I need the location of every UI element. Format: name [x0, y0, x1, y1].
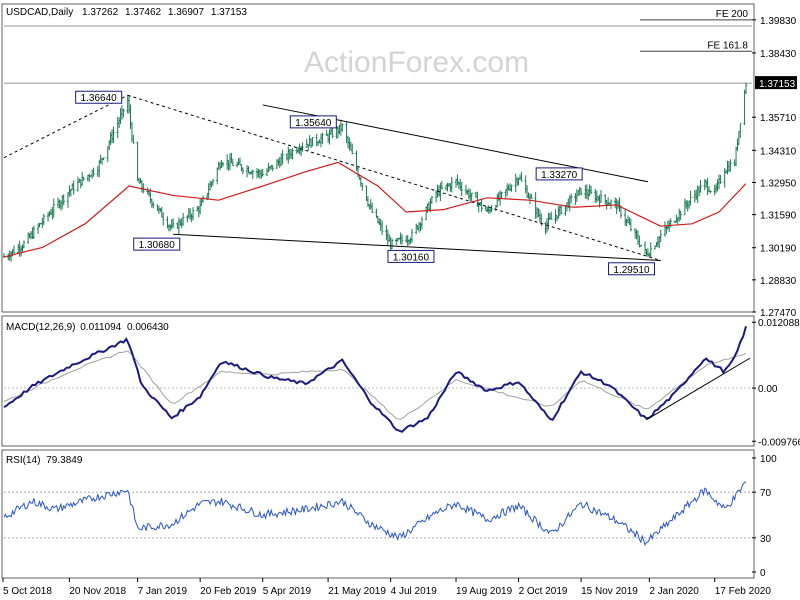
macd-panel-frame: [1, 315, 755, 447]
xtick-label: 19 Aug 2019: [456, 586, 513, 597]
price-label-box: [535, 167, 583, 181]
rsi-ytick-label: 70: [760, 488, 772, 499]
price-ytick-label: 1.38430: [760, 49, 797, 60]
price-label: 1.30160: [393, 252, 430, 263]
rsi-title: RSI(14) 79.3849: [6, 455, 83, 466]
rsi-ytick-label: 100: [760, 454, 777, 465]
axes-layer: 1.39830 1.38430 1.35710 1.34310 1.32950 1.315…: [2, 16, 800, 597]
rsi-line: [3, 481, 747, 547]
close-value: 1.37153: [211, 7, 248, 18]
price-ytick-label: 1.34310: [760, 146, 797, 157]
price-label-box: [75, 90, 123, 104]
price-label-box: [133, 237, 181, 251]
rsi-ytick-label: 30: [760, 534, 772, 545]
watermark: ActionForex.com: [304, 46, 529, 79]
moving-average-line: [3, 161, 747, 258]
macd-layer: [3, 325, 752, 433]
chart-header: USDCAD,Daily 1.37262 1.37462 1.36907 1.3…: [6, 7, 247, 18]
price-label-box: [289, 115, 337, 129]
xtick-label: 5 Oct 2018: [3, 586, 52, 597]
xtick-label: 5 Apr 2019: [263, 586, 312, 597]
rsi-panel-frame: [1, 449, 755, 579]
macd-ytick-label: -0.009766: [758, 437, 800, 448]
price-ytick-label: 1.28830: [760, 276, 797, 287]
current-price-tag: [755, 76, 797, 90]
xtick-label: 20 Nov 2018: [69, 586, 126, 597]
rsi-name: RSI(14): [6, 455, 40, 466]
price-ytick-label: 1.35710: [760, 113, 797, 124]
price-ytick-label: 1.32950: [760, 178, 797, 189]
price-label: 1.33270: [541, 170, 578, 181]
xtick-label: 4 Jul 2019: [391, 586, 438, 597]
open-value: 1.37262: [82, 7, 119, 18]
price-ytick-label: 1.27470: [760, 308, 797, 319]
price-label-box: [387, 249, 435, 263]
xtick-label: 15 Nov 2019: [581, 586, 638, 597]
price-label: 1.29510: [613, 265, 650, 276]
price-layer: FE 200 FE 161.8 1.36640 1.30680 1.35640 1.301…: [2, 9, 752, 276]
price-ytick-label: 1.30190: [760, 244, 797, 255]
high-value: 1.37462: [125, 7, 162, 18]
macd-name: MACD(12,26,9): [6, 322, 75, 333]
macd-line: [3, 325, 747, 433]
macd-title: MACD(12,26,9) 0.011094 0.006430: [6, 322, 169, 333]
rsi-ytick-label: 0: [760, 568, 766, 579]
xtick-label: 2 Oct 2019: [519, 586, 568, 597]
price-label: 1.35640: [295, 118, 332, 129]
price-label: 1.36640: [81, 93, 118, 104]
symbol-label: USDCAD,Daily: [6, 7, 73, 18]
price-label-box: [607, 262, 655, 276]
xtick-label: 7 Jan 2019: [138, 586, 188, 597]
price-label: 1.30680: [139, 240, 176, 251]
rsi-layer: [3, 481, 752, 547]
macd-ytick-label: 0.012088: [758, 318, 800, 329]
macd-value: 0.011094: [80, 322, 121, 333]
xtick-label: 20 Feb 2019: [200, 586, 257, 597]
fib-level-label: FE 200: [716, 9, 749, 20]
low-value: 1.36907: [168, 7, 205, 18]
macd-signal-line: [3, 350, 747, 420]
price-ytick-label: 1.39830: [760, 16, 797, 27]
price-panel-frame: [1, 3, 755, 313]
xtick-label: 21 May 2019: [328, 586, 386, 597]
macd-signal-value: 0.006430: [127, 322, 169, 333]
xtick-label: 17 Feb 2020: [715, 586, 772, 597]
price-ytick-label: 1.31590: [760, 211, 797, 222]
macd-ytick-label: 0.00: [758, 384, 778, 395]
rsi-value: 79.3849: [46, 455, 83, 466]
trendline: [173, 233, 661, 261]
dashed-trendline: [3, 94, 128, 159]
macd-trendline: [646, 357, 751, 421]
fib-level-label: FE 161.8: [707, 40, 748, 51]
xtick-label: 2 Jan 2020: [649, 586, 699, 597]
current-price-label: 1.37153: [759, 79, 796, 90]
